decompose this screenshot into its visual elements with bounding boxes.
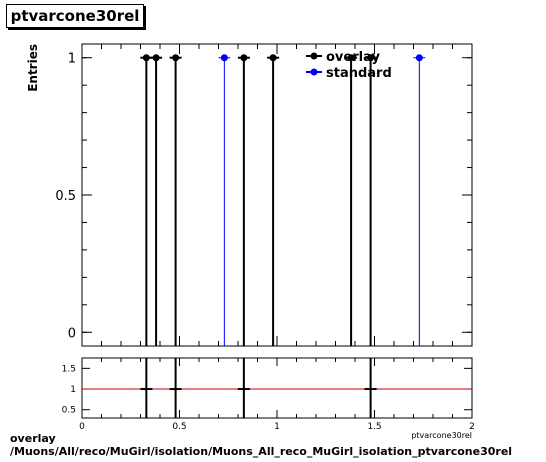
legend-standard-label: standard — [326, 66, 392, 81]
overlay-marker — [152, 54, 160, 62]
main-plot-frame — [81, 43, 473, 347]
ratio-x-tick-label: 1 — [274, 422, 280, 432]
footer-line-1: overlay — [10, 432, 56, 445]
ratio-x-tick-label: 0.5 — [172, 422, 186, 432]
ratio-x-tick-label: 2 — [469, 422, 475, 432]
legend-standard-marker — [310, 68, 318, 76]
main-y-tick-label: 0.5 — [55, 189, 76, 204]
ratio-y-tick-label: 1.5 — [62, 364, 76, 374]
overlay-marker — [142, 54, 150, 62]
overlay-marker — [240, 54, 248, 62]
main-y-tick-label: 0 — [68, 326, 76, 341]
legend-overlay-marker — [310, 52, 318, 60]
ratio-y-tick-label: 0.5 — [62, 406, 76, 416]
ratio-y-tick-label: 1 — [70, 385, 76, 395]
y-axis-label: Entries — [26, 44, 40, 92]
ratio-x-tick-label: 1.5 — [367, 422, 381, 432]
chart-title: ptvarcone30rel — [10, 7, 140, 25]
overlay-marker — [367, 54, 375, 62]
x-axis-label: ptvarcone30rel — [411, 431, 472, 440]
main-y-tick-label: 1 — [68, 52, 76, 67]
ratio-x-tick-label: 0 — [79, 422, 85, 432]
footer-line-2: /Muons/All/reco/MuGirl/isolation/Muons_A… — [10, 445, 513, 458]
title-box: ptvarcone30rel — [6, 4, 144, 28]
overlay-marker — [172, 54, 180, 62]
standard-marker — [220, 54, 228, 62]
legend-overlay-label: overlay — [326, 50, 380, 65]
ratio-plot-frame — [81, 357, 473, 419]
overlay-marker — [347, 54, 355, 62]
standard-marker — [415, 54, 423, 62]
overlay-marker — [269, 54, 277, 62]
